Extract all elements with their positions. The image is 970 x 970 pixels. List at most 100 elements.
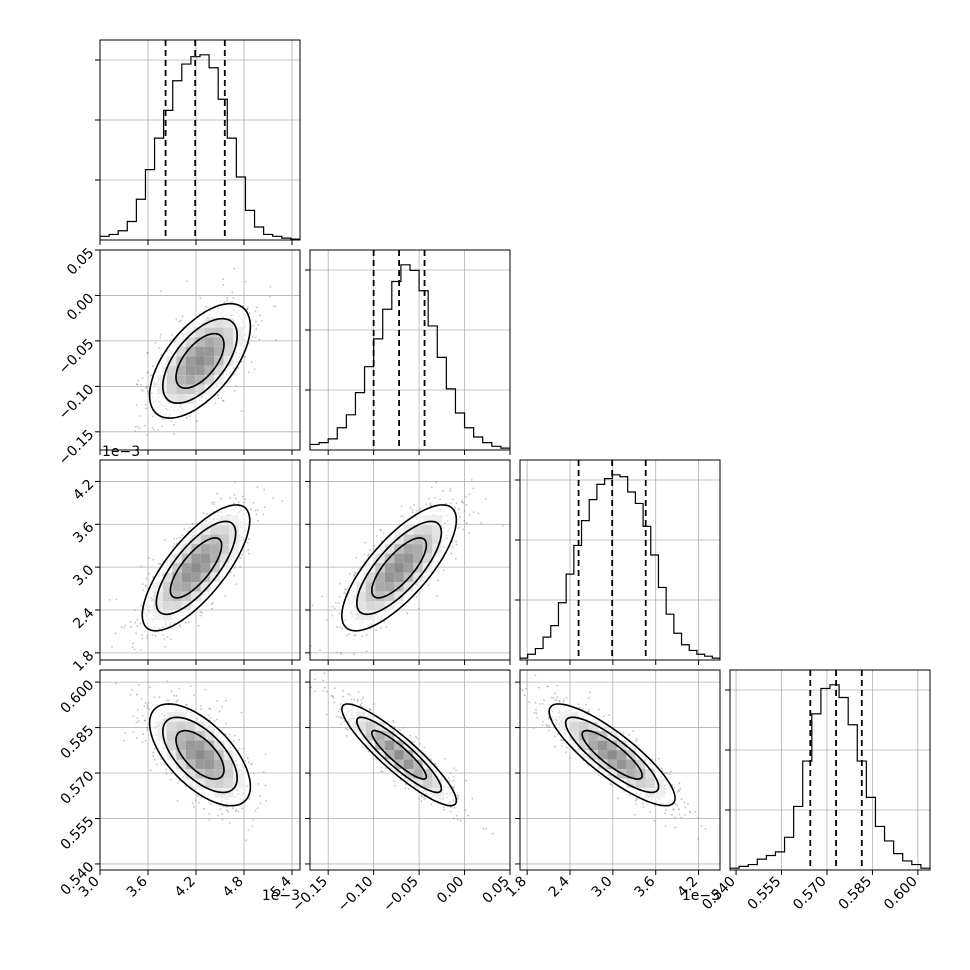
scatter-point: [241, 553, 244, 556]
scatter-point: [213, 720, 216, 722]
scatter-point: [465, 504, 468, 506]
scatter-point: [146, 385, 148, 388]
scatter-point: [393, 780, 396, 783]
scatter-point: [252, 819, 255, 821]
scatter-point: [204, 688, 207, 691]
scatter-point: [263, 506, 266, 508]
scatter-point: [146, 389, 149, 392]
scatter-point: [381, 770, 384, 773]
scatter-point: [467, 814, 470, 817]
scatter-point: [380, 770, 383, 772]
scatter-point: [216, 700, 219, 702]
scatter-point: [357, 690, 360, 693]
scatter-point: [152, 558, 155, 561]
scatter-point: [399, 729, 402, 731]
scatter-point: [154, 635, 157, 637]
scatter-point: [430, 803, 433, 806]
histogram-3: [730, 684, 930, 870]
scatter-point: [141, 377, 144, 379]
scatter-point: [211, 501, 213, 504]
scatter-point: [146, 636, 148, 639]
scatter-point: [181, 534, 184, 537]
panel-frame-3-3: [729, 669, 931, 871]
scatter-point: [163, 638, 166, 640]
scatter-point: [111, 645, 113, 648]
scatter-point: [222, 278, 225, 281]
scatter-point: [264, 753, 267, 756]
scatter-point: [256, 519, 259, 522]
scatter-point: [379, 528, 382, 531]
scatter-point: [223, 301, 226, 303]
scatter-point: [142, 389, 144, 392]
scatter-point: [164, 645, 167, 648]
scatter-point: [256, 486, 259, 489]
scatter-point: [418, 797, 420, 800]
scatter-point: [265, 800, 267, 802]
scatter-point: [137, 720, 140, 723]
scatter-point: [369, 708, 371, 710]
scatter-point: [680, 816, 683, 819]
scatter-point: [216, 492, 219, 495]
scatter-point: [340, 716, 342, 719]
scatter-point: [334, 687, 336, 690]
scatter-point: [114, 632, 117, 635]
contour-inner-0: [175, 729, 225, 780]
scatter-point: [129, 694, 132, 696]
scatter-point: [323, 686, 326, 689]
scatter-point: [163, 763, 166, 766]
density-2-0: [108, 458, 283, 651]
scatter-point: [151, 634, 154, 636]
scatter-point: [491, 832, 494, 835]
density-3-1: [310, 672, 494, 835]
scatter-point: [456, 794, 459, 797]
density-1-0: [134, 267, 277, 436]
scatter-point: [197, 624, 200, 627]
scatter-point: [272, 497, 275, 500]
scatter-point: [458, 508, 461, 511]
scatter-point: [281, 500, 283, 502]
scatter-point: [251, 458, 253, 460]
contour-inner-0: [175, 332, 225, 390]
scatter-point: [222, 284, 225, 286]
scatter-point: [219, 808, 222, 811]
scatter-point: [442, 806, 445, 809]
scatter-point: [342, 695, 344, 698]
scatter-point: [269, 286, 272, 288]
scatter-point: [184, 704, 187, 706]
scatter-point: [485, 827, 488, 830]
scatter-point: [353, 698, 356, 701]
scatter-point: [178, 688, 181, 690]
contour-2: [340, 703, 458, 807]
scatter-point: [356, 700, 359, 703]
scatter-point: [231, 301, 233, 304]
scatter-point: [160, 758, 163, 760]
scatter-point: [149, 769, 152, 772]
scatter-point: [322, 679, 325, 682]
scatter-point: [340, 723, 342, 725]
scatter-point: [353, 634, 356, 637]
scatter-point: [210, 803, 213, 806]
scatter-point: [453, 806, 456, 809]
scatter-point: [353, 574, 355, 576]
scatter-point: [234, 497, 237, 500]
scatter-point: [170, 690, 173, 693]
scatter-point: [449, 502, 452, 504]
scatter-point: [131, 689, 134, 691]
scatter-point: [151, 427, 154, 429]
scatter-point: [257, 783, 260, 785]
scatter-point: [244, 760, 246, 762]
scatter-point: [232, 807, 234, 810]
scatter-point: [274, 339, 277, 341]
scatter-point: [255, 306, 258, 309]
scatter-point: [245, 308, 248, 311]
scatter-point: [363, 553, 366, 556]
scatter-point: [232, 740, 235, 743]
scatter-point: [246, 308, 249, 310]
scatter-point: [209, 708, 212, 711]
scatter-point: [407, 787, 410, 790]
scatter-point: [424, 753, 427, 755]
scatter-point: [166, 680, 169, 683]
scatter-point: [361, 635, 364, 638]
scatter-point: [208, 812, 211, 815]
scatter-point: [248, 312, 251, 314]
